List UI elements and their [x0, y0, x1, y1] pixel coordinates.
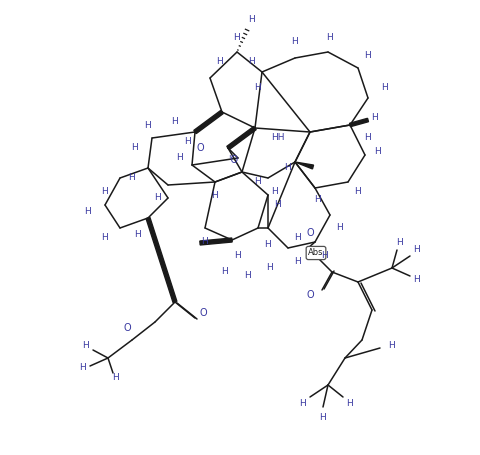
Text: H: H — [80, 364, 86, 373]
Text: H: H — [319, 413, 326, 421]
Text: H: H — [233, 34, 240, 42]
Polygon shape — [227, 126, 256, 150]
Text: O: O — [123, 323, 131, 333]
Text: O: O — [199, 308, 206, 318]
Polygon shape — [349, 118, 368, 126]
Text: O: O — [306, 290, 313, 300]
Text: H: H — [413, 246, 420, 254]
Text: H: H — [201, 238, 208, 247]
Text: H: H — [248, 15, 255, 25]
Text: H: H — [176, 153, 183, 162]
Text: H: H — [266, 263, 273, 273]
Text: H: H — [274, 201, 281, 209]
Text: H: H — [248, 57, 255, 66]
Text: H: H — [271, 187, 278, 197]
Text: H: H — [364, 133, 371, 142]
Text: H: H — [326, 34, 333, 42]
Text: H: H — [299, 399, 306, 408]
Text: H: H — [284, 163, 291, 172]
Text: H: H — [396, 238, 403, 248]
Text: H: H — [244, 271, 251, 279]
Text: H: H — [144, 121, 151, 130]
Text: O: O — [196, 143, 204, 153]
Text: H: H — [371, 113, 378, 122]
Text: H: H — [364, 51, 371, 60]
Text: H: H — [413, 275, 420, 284]
Text: O: O — [306, 228, 313, 238]
Text: H: H — [154, 193, 161, 202]
Text: H: H — [354, 187, 360, 197]
Text: H: H — [101, 233, 108, 243]
Text: H: H — [294, 233, 301, 243]
Text: HH: HH — [271, 133, 284, 142]
Text: H: H — [184, 137, 191, 147]
Text: Abs: Abs — [308, 248, 323, 258]
Text: H: H — [254, 84, 261, 92]
Text: H: H — [83, 342, 89, 350]
Text: H: H — [211, 191, 218, 199]
Text: H: H — [346, 399, 353, 408]
Polygon shape — [294, 162, 313, 169]
Text: H: H — [381, 84, 387, 92]
Text: H: H — [374, 147, 381, 157]
Text: H: H — [314, 196, 321, 204]
Text: 'O: 'O — [228, 155, 238, 165]
Text: H: H — [291, 37, 298, 46]
Text: H: H — [128, 173, 135, 182]
Polygon shape — [193, 111, 223, 134]
Text: H: H — [336, 223, 343, 233]
Text: H: H — [216, 57, 223, 66]
Text: H: H — [388, 342, 395, 350]
Text: H: H — [171, 117, 178, 126]
Text: H: H — [254, 177, 261, 187]
Text: H: H — [321, 251, 328, 259]
Text: H: H — [84, 207, 91, 217]
Text: H: H — [264, 241, 271, 249]
Polygon shape — [199, 238, 232, 245]
Text: H: H — [234, 251, 241, 259]
Polygon shape — [146, 217, 177, 303]
Text: H: H — [112, 374, 119, 383]
Text: H: H — [101, 187, 108, 197]
Text: H: H — [132, 143, 138, 152]
Text: H: H — [294, 258, 301, 267]
Text: H: H — [134, 231, 141, 239]
Text: H: H — [221, 268, 228, 277]
